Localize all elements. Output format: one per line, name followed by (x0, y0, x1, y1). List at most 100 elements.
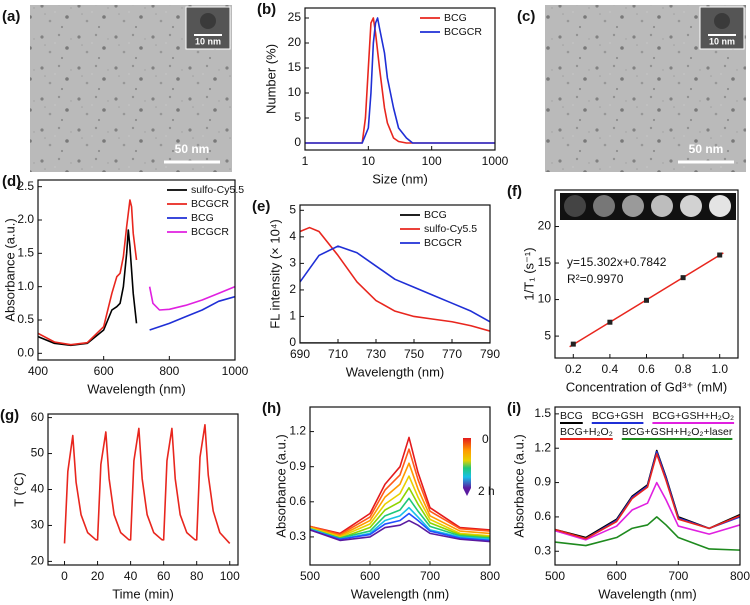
y-tick-label: 1.5 (17, 246, 34, 260)
y-tick-label: 0.6 (534, 509, 551, 523)
x-tick-label: 10 (362, 154, 376, 168)
axes-frame (47, 413, 239, 566)
panel-label: (b) (257, 1, 276, 18)
y-tick-label: 20 (31, 554, 45, 568)
legend-label: BCG+H₂O₂ (560, 426, 613, 438)
y-tick-label: 50 (31, 446, 45, 460)
series-line (305, 17, 495, 144)
series-line (555, 481, 740, 541)
y-tick-label: 0.9 (534, 475, 551, 489)
y-axis-title: T (°C) (11, 472, 26, 507)
x-tick-label: 700 (420, 569, 440, 583)
axes-frame (554, 189, 739, 359)
scale-label: 50 nm (175, 142, 210, 156)
point (607, 319, 613, 325)
axes-frame (554, 406, 741, 566)
y-tick-label: 0.0 (17, 346, 34, 360)
x-tick-label: 750 (404, 347, 424, 361)
inset-scale-label: 10 nm (195, 36, 221, 46)
y-tick-label: 40 (31, 482, 45, 496)
series-line (310, 475, 490, 538)
y-tick-label: 20 (288, 35, 302, 49)
x-axis-title: Wavelength (nm) (87, 381, 186, 396)
point (717, 252, 723, 258)
x-tick-label: 40 (124, 569, 138, 583)
series-line (300, 245, 490, 323)
y-tick-label: 1.5 (534, 406, 551, 420)
series-line (149, 295, 235, 331)
x-tick-label: 1000 (482, 154, 509, 168)
x-tick-label: 800 (730, 569, 750, 583)
panel-label: (g) (0, 407, 19, 424)
series-line (38, 229, 138, 347)
y-tick-label: 3 (289, 256, 296, 270)
y-axis-title: Absorbance (a.u.) (273, 434, 288, 537)
x-axis-title: Wavelength (nm) (598, 586, 697, 601)
x-tick-label: 690 (290, 347, 310, 361)
y-tick-label: 5 (544, 328, 551, 342)
y-tick-label: 4 (289, 229, 296, 243)
y-tick-label: 5 (289, 202, 296, 216)
legend-label: BCG+GSH (592, 410, 644, 422)
panel-label: (e) (252, 198, 270, 215)
y-tick-label: 5 (294, 110, 301, 124)
x-tick-label: 100 (422, 154, 442, 168)
axes-frame (309, 406, 491, 566)
panel-label: (c) (517, 8, 535, 25)
legend-label: sulfo-Cy5.5 (424, 223, 477, 235)
panel-label: (d) (2, 173, 21, 190)
plot-area (300, 226, 490, 343)
scale-label: 50 nm (689, 142, 724, 156)
x-tick-label: 400 (28, 364, 48, 378)
x-axis-title: Size (nm) (372, 171, 428, 186)
x-tick-label: 600 (607, 569, 627, 583)
y-tick-label: 10 (288, 85, 302, 99)
x-tick-label: 500 (300, 569, 320, 583)
x-tick-label: 1000 (222, 364, 249, 378)
x-tick-label: 700 (668, 569, 688, 583)
y-tick-label: 2 (289, 282, 296, 296)
x-tick-label: 1.0 (711, 362, 728, 376)
x-tick-label: 20 (91, 569, 105, 583)
axes-frame (37, 179, 236, 361)
tem-inset-particle (200, 13, 216, 29)
x-tick-label: 790 (480, 347, 500, 361)
plot-area (38, 199, 235, 347)
y-tick-label: 25 (288, 10, 302, 24)
mri-strip (560, 193, 736, 220)
series-line (38, 199, 138, 346)
legend-label: BCG (444, 12, 467, 24)
plot-area (63, 423, 231, 544)
plot-area (305, 17, 495, 144)
x-tick-label: 1 (302, 154, 309, 168)
y-tick-label: 1.2 (289, 424, 306, 438)
series-line (310, 448, 490, 536)
legend-label: BCGCR (424, 237, 462, 249)
legend-label: BCGCR (191, 198, 229, 210)
y-tick-label: 15 (538, 255, 552, 269)
y-axis-title: FL intensity (× 10⁴) (267, 219, 282, 329)
y-tick-label: 0.3 (289, 529, 306, 543)
y-axis-title: Number (%) (263, 44, 278, 114)
legend-label: BCG+GSH+H₂O₂ (652, 410, 734, 422)
panel-label: (i) (507, 400, 521, 417)
legend-label: BCG (191, 212, 214, 224)
x-tick-label: 0.6 (638, 362, 655, 376)
axes-frame (299, 204, 491, 344)
y-tick-label: 0.3 (534, 543, 551, 557)
y-axis-title: Absorbance (a.u.) (2, 218, 17, 321)
x-axis-title: Wavelength (nm) (346, 364, 445, 379)
series-line (310, 512, 490, 542)
series-line (310, 519, 490, 543)
x-axis-title: Time (min) (112, 586, 174, 601)
point (680, 275, 686, 281)
x-tick-label: 0.2 (565, 362, 582, 376)
x-tick-label: 0 (61, 569, 68, 583)
legend-label: BCG (424, 209, 447, 221)
panel-label: (h) (262, 400, 281, 417)
series-line (310, 462, 490, 537)
series-line (310, 436, 490, 535)
y-tick-label: 20 (538, 219, 552, 233)
y-tick-label: 0 (289, 335, 296, 349)
